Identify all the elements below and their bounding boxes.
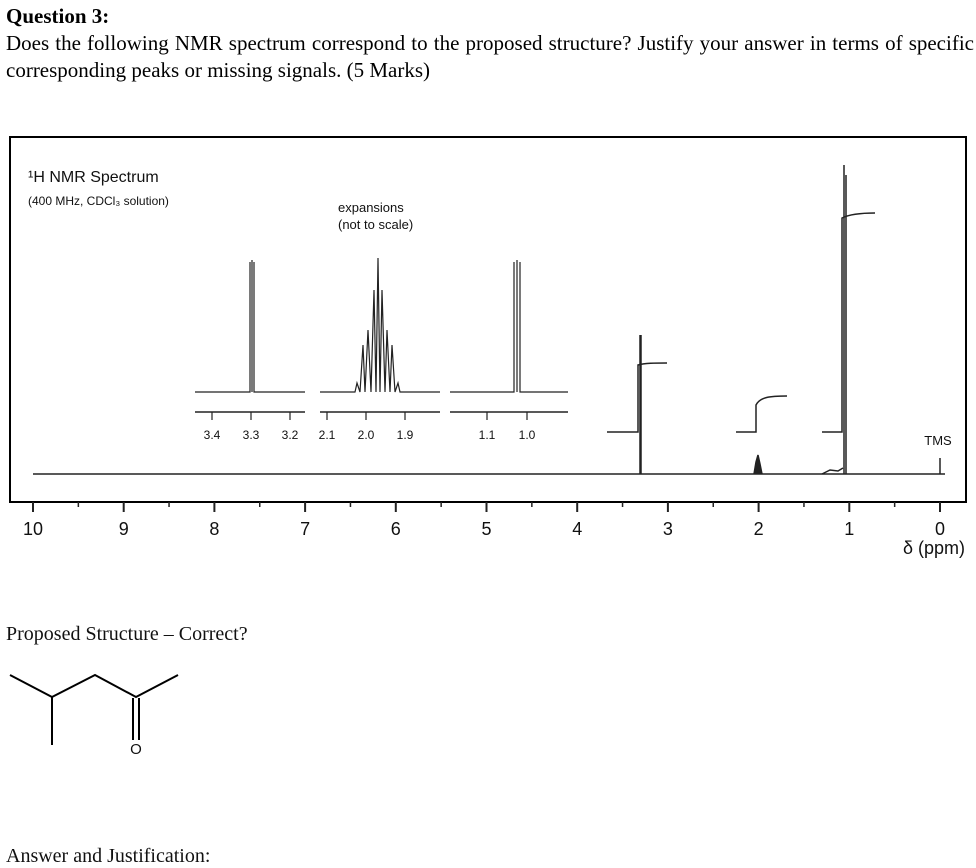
axis-label: δ (ppm) (903, 538, 965, 558)
figure-subtitle: (400 MHz, CDCl₃ solution) (28, 194, 169, 208)
expansion-tick-label: 2.1 (319, 428, 336, 442)
axis-tick-label: 5 (481, 519, 491, 539)
axis-tick-label: 7 (300, 519, 310, 539)
expansion (195, 260, 305, 393)
question-title: Question 3: (6, 4, 110, 28)
peak (639, 335, 642, 474)
peak (843, 165, 847, 474)
axis-tick-label: 6 (391, 519, 401, 539)
integral (607, 362, 668, 433)
axis-tick-label: 9 (119, 519, 129, 539)
expansion-tick-label: 2.0 (358, 428, 375, 442)
expansion-tick-label: 1.9 (397, 428, 414, 442)
expansion (450, 260, 568, 393)
axis-tick-label: 4 (572, 519, 582, 539)
peak (753, 454, 763, 475)
expansion-tick-label: 1.1 (479, 428, 496, 442)
axis-tick-label: 10 (23, 519, 43, 539)
expansion-tick-label: 3.3 (243, 428, 260, 442)
expansion-tick-label: 3.2 (282, 428, 299, 442)
question-text: Does the following NMR spectrum correspo… (6, 31, 974, 82)
expansion-tick-label: 3.4 (204, 428, 221, 442)
axis-tick-label: 0 (935, 519, 945, 539)
expansions-label: (not to scale) (338, 217, 413, 232)
axis-tick-label: 1 (844, 519, 854, 539)
expansion (320, 257, 440, 393)
axis-tick-label: 8 (209, 519, 219, 539)
figure-title: ¹H NMR Spectrum (28, 169, 159, 186)
structure (9, 673, 179, 745)
answer-title: Answer and Justification: (6, 845, 210, 867)
spectrum (33, 165, 945, 475)
integral (822, 212, 876, 433)
expansions-label: expansions (338, 200, 404, 215)
axis-tick-label: 2 (754, 519, 764, 539)
integral (736, 395, 788, 433)
tms-label: TMS (924, 433, 952, 448)
figure-frame (9, 136, 967, 503)
integral (821, 467, 844, 475)
atom-label: O (130, 741, 142, 758)
expansion-tick-label: 1.0 (519, 428, 536, 442)
axis-tick-label: 3 (663, 519, 673, 539)
proposed-title: Proposed Structure – Correct? (6, 623, 248, 645)
